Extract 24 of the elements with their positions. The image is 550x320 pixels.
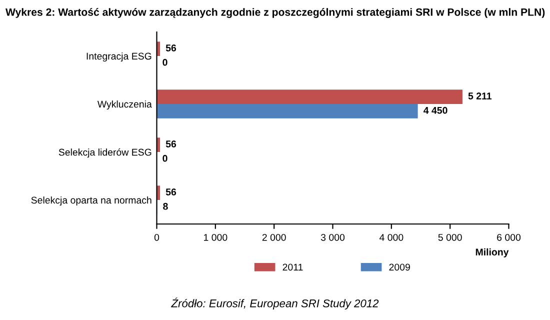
x-tick-label: 6 000 — [497, 234, 521, 241]
x-tick-label: 1 000 — [204, 234, 228, 241]
y-tick-label: Integracja ESG — [86, 52, 152, 62]
chart-title: Wykres 2: Wartość aktywów zarządzanych zgodnie z poszczególnymi strategiami SRI w Polsce (w mln PLN) — [6, 8, 545, 18]
y-tick-label: Selekcja oparta na normach — [31, 196, 152, 206]
y-tick-label: Selekcja liderów ESG — [58, 148, 152, 158]
x-tick-label: 4 000 — [379, 234, 404, 241]
data-label: 56 — [166, 188, 176, 196]
data-label: 0 — [162, 58, 168, 66]
x-tick-label: 5 000 — [438, 234, 462, 241]
legend-label: 2011 — [282, 264, 303, 271]
y-tick-label: Wykluczenia — [97, 100, 152, 110]
data-label: 56 — [166, 44, 176, 52]
data-label: 5 211 — [468, 92, 492, 100]
data-label: 0 — [162, 154, 168, 162]
x-tick-label: 3 000 — [320, 234, 345, 241]
data-label: 4 450 — [424, 106, 448, 114]
data-label: 56 — [166, 140, 176, 148]
x-tick-label: 2 000 — [262, 234, 286, 241]
data-label: 8 — [163, 202, 168, 210]
x-axis-title: Miliony — [476, 248, 509, 258]
x-tick-label: 0 — [154, 234, 160, 241]
legend-label: 2009 — [389, 264, 410, 271]
text: Źródło: Eurosif, European SRI Study 2012 — [171, 298, 379, 310]
